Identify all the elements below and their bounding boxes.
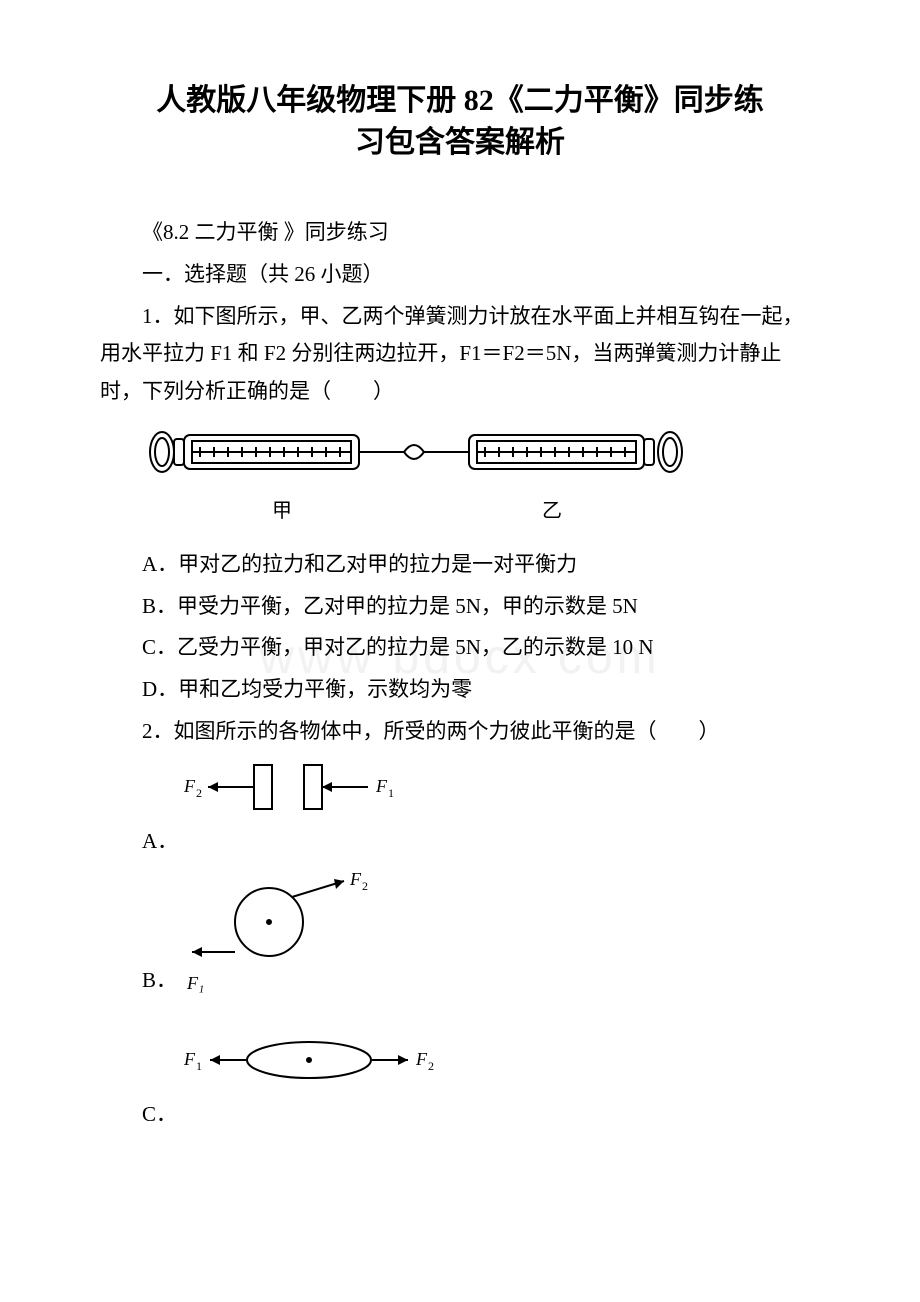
q1-option-d: D．甲和乙均受力平衡，示数均为零 (100, 671, 820, 709)
svg-text:F: F (375, 776, 388, 796)
svg-text:F: F (184, 1049, 196, 1069)
q2-option-a-row: F 2 F 1 (184, 757, 820, 817)
title-line-1: 人教版八年级物理下册 82《二力平衡》同步练 (156, 84, 764, 117)
q1-stem: 1．如下图所示，甲、乙两个弹簧测力计放在水平面上并相互钩在一起，用水平拉力 F1… (100, 298, 820, 411)
q2-option-b-label: B． (142, 962, 177, 1000)
q1-option-a: A．甲对乙的拉力和乙对甲的拉力是一对平衡力 (100, 546, 820, 584)
page-title: 人教版八年级物理下册 82《二力平衡》同步练 习包含答案解析 (100, 80, 820, 164)
q1-figure: 甲 乙 (142, 417, 820, 540)
q1-fig-label-left: 甲 (272, 500, 292, 522)
q2-option-b-figure: F 2 (184, 867, 384, 962)
section-1-heading: 一．选择题（共 26 小题） (100, 256, 820, 294)
svg-text:2: 2 (428, 1059, 434, 1073)
q2-option-b-label-row: B． F₁ (142, 962, 820, 1000)
svg-text:F: F (349, 869, 362, 889)
q2-option-b-f1: F₁ (187, 967, 204, 999)
subtitle: 《8.2 二力平衡 》同步练习 (100, 214, 820, 252)
q1-spring-scale-diagram: 甲 乙 (142, 417, 702, 527)
svg-text:2: 2 (196, 786, 202, 800)
q1-fig-label-right: 乙 (542, 500, 562, 522)
q2-option-a-label: A． (100, 823, 820, 861)
q2-option-a-figure: F 2 F 1 (184, 757, 404, 817)
q2-stem: 2．如图所示的各物体中，所受的两个力彼此平衡的是（ ） (100, 713, 820, 751)
title-line-2: 习包含答案解析 (355, 126, 565, 159)
page-content: 人教版八年级物理下册 82《二力平衡》同步练 习包含答案解析 《8.2 二力平衡… (100, 80, 820, 1134)
q2-option-c-figure: F 1 F 2 (184, 1035, 444, 1090)
q1-option-c: C．乙受力平衡，甲对乙的拉力是 5N，乙的示数是 10 N (100, 629, 820, 667)
svg-text:F: F (184, 776, 196, 796)
svg-text:F: F (415, 1049, 428, 1069)
svg-text:1: 1 (196, 1059, 202, 1073)
spacer (100, 1005, 820, 1029)
q2-option-c-row: F 1 F 2 (184, 1035, 820, 1090)
body: 《8.2 二力平衡 》同步练习 一．选择题（共 26 小题） 1．如下图所示，甲… (100, 214, 820, 1134)
svg-text:2: 2 (362, 879, 368, 893)
q2-option-b-row: F 2 (184, 867, 820, 962)
q1-option-b: B．甲受力平衡，乙对甲的拉力是 5N，甲的示数是 5N (100, 588, 820, 626)
q2-option-c-label: C． (100, 1096, 820, 1134)
svg-text:1: 1 (388, 786, 394, 800)
